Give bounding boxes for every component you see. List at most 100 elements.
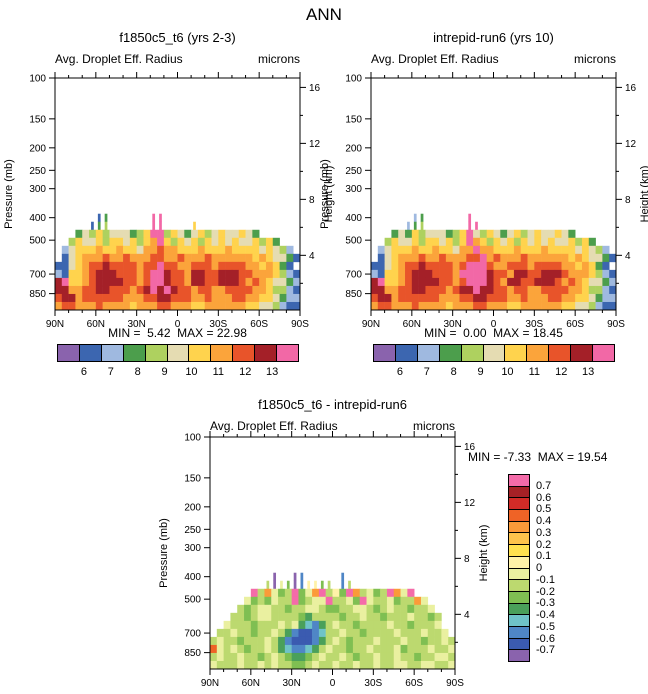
lat-axis: 90N 60N 30N 0 30S 60S 90S	[201, 431, 464, 687]
pressure-axis-title: Pressure (mb)	[3, 159, 15, 229]
panel-units-model1: microns	[257, 52, 300, 66]
pressure-axis: 100 150 200 250 300 400 500 700 850	[345, 74, 371, 300]
svg-text:0: 0	[491, 319, 497, 328]
colorbar-segment	[254, 345, 277, 361]
colorbar-tick-label: -0.3	[536, 597, 555, 610]
height-axis-title: Height (km)	[323, 166, 335, 223]
svg-text:200: 200	[184, 502, 201, 513]
svg-text:90S: 90S	[291, 319, 309, 328]
height-axis: 16 12 8 4	[455, 442, 476, 643]
svg-text:300: 300	[184, 543, 201, 554]
colorbar-segment	[122, 345, 145, 361]
colorbar-segment	[509, 625, 529, 638]
colorbar-segment	[509, 555, 529, 568]
colorbar-segment	[509, 637, 529, 650]
colorbar-segment	[509, 590, 529, 603]
plot-canvas-diff: 100 150 200 250 300 400 500 700 850 16 12 8 4 90N 60N 3…	[158, 431, 490, 687]
svg-text:850: 850	[29, 289, 46, 300]
svg-text:500: 500	[184, 595, 201, 606]
colorbar-segment	[374, 345, 395, 361]
svg-text:400: 400	[29, 213, 46, 224]
pressure-axis: 100 150 200 250 300 400 500 700 850	[29, 74, 55, 300]
svg-text:150: 150	[184, 473, 201, 484]
colorbar-tick-label: 0.1	[536, 550, 552, 563]
colorbar-segment	[509, 544, 529, 556]
svg-text:90N: 90N	[46, 319, 64, 328]
svg-text:300: 300	[29, 184, 46, 195]
svg-text:60N: 60N	[242, 678, 260, 687]
colorbar-segment	[509, 485, 529, 498]
contour-field	[371, 213, 617, 311]
colorbar-segment	[509, 567, 529, 580]
colorbar-segment	[504, 345, 527, 361]
pressure-axis: 100 150 200 250 300 400 500 700 850	[184, 433, 210, 659]
colorbar-segment	[144, 345, 167, 361]
panel-stats-model1: MIN = 5.42 MAX = 22.98	[108, 326, 247, 340]
colorbar-segment	[509, 614, 529, 626]
colorbar-model2	[373, 344, 615, 362]
colorbar-tick-label: 11	[212, 366, 225, 378]
svg-text:4: 4	[464, 610, 470, 621]
colorbar-tick-label: 9	[161, 366, 168, 378]
svg-text:90S: 90S	[607, 319, 625, 328]
svg-text:30N: 30N	[127, 319, 145, 328]
plot-canvas-model2: 100 150 200 250 300 400 500 700 850 16 12 8 4 90N 60N 3…	[319, 72, 648, 328]
colorbar-tick-label: -0.4	[536, 609, 555, 621]
colorbar-segment	[548, 345, 571, 361]
svg-text:250: 250	[29, 166, 46, 177]
contour-field	[55, 213, 301, 311]
svg-text:250: 250	[184, 525, 201, 536]
svg-text:850: 850	[345, 289, 362, 300]
colorbar-tick-label: 13	[265, 366, 279, 378]
svg-text:150: 150	[345, 114, 362, 125]
colorbar-tick-label: 10	[501, 366, 514, 378]
svg-text:500: 500	[29, 236, 46, 247]
colorbar-labels-model2: 6 7 8 9 10 11 12 13	[373, 366, 615, 380]
svg-text:30S: 30S	[209, 319, 227, 328]
svg-text:30S: 30S	[364, 678, 382, 687]
svg-text:100: 100	[184, 433, 201, 444]
colorbar-tick-label: 8	[450, 366, 457, 378]
lat-axis: 90N 60N 30N 0 30S 60S 90S	[362, 72, 625, 328]
colorbar-model1	[57, 344, 299, 362]
svg-text:700: 700	[29, 270, 46, 281]
panel-title-model1: f1850c5_t6 (yrs 2-3)	[119, 30, 236, 45]
svg-text:12: 12	[625, 139, 637, 150]
height-axis: 16 12 8 4	[300, 83, 321, 284]
svg-text:250: 250	[345, 166, 362, 177]
colorbar-tick-label: -0.6	[536, 632, 555, 645]
panel-title-diff: f1850c5_t6 - intrepid-run6	[258, 397, 407, 412]
colorbar-diff	[508, 474, 530, 662]
panel-subtitle-model2: Avg. Droplet Eff. Radius	[371, 52, 499, 66]
panel-units-model2: microns	[573, 52, 616, 66]
colorbar-tick-label: 10	[185, 366, 198, 378]
svg-text:12: 12	[464, 498, 476, 509]
colorbar-tick-label: -0.7	[536, 644, 555, 657]
svg-text:30S: 30S	[525, 319, 543, 328]
svg-text:500: 500	[345, 236, 362, 247]
svg-text:30N: 30N	[443, 319, 461, 328]
svg-text:850: 850	[184, 648, 201, 659]
colorbar-tick-label: 0.7	[536, 479, 552, 492]
colorbar-tick-label: 0.2	[536, 538, 552, 551]
svg-text:4: 4	[309, 251, 315, 262]
colorbar-segment	[100, 345, 123, 361]
colorbar-segment	[78, 345, 101, 361]
colorbar-tick-label: -0.1	[536, 573, 555, 586]
colorbar-segment	[592, 345, 614, 361]
colorbar-tick-label: 7	[107, 366, 114, 378]
colorbar-segment	[509, 649, 529, 661]
colorbar-segment	[482, 345, 505, 361]
colorbar-tick-label: 11	[528, 366, 541, 378]
colorbar-tick-label: 8	[134, 366, 141, 378]
colorbar-segment	[509, 520, 529, 533]
colorbar-tick-label: 0	[536, 562, 543, 574]
panel-stats-diff: MIN = -7.33 MAX = 19.54	[468, 450, 608, 464]
svg-text:150: 150	[29, 114, 46, 125]
svg-text:8: 8	[309, 195, 315, 206]
svg-text:90N: 90N	[201, 678, 219, 687]
svg-text:8: 8	[625, 195, 631, 206]
svg-text:60N: 60N	[87, 319, 105, 328]
colorbar-tick-label: 7	[423, 366, 430, 378]
colorbar-tick-label: 0.3	[536, 526, 552, 539]
